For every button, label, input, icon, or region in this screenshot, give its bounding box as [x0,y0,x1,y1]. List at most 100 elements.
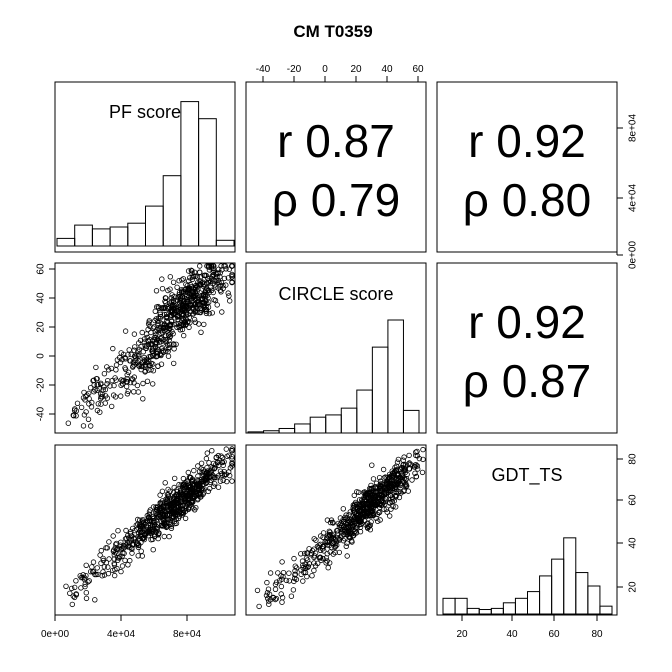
pf-circle-point [155,303,161,310]
pf-gdt-point [89,564,95,570]
pf-circle-point [188,303,194,309]
pf-gdt-point [100,555,106,562]
circle-gdt-point [291,555,297,562]
pf-circle-point [86,396,92,402]
circle-gdt-point [367,513,373,519]
pf-circle-point [192,296,199,302]
pf-gdt-point [73,578,79,584]
pf-circle-point [148,353,154,359]
circle-hist-bar-2 [278,427,296,434]
circle-gdt-point [311,536,317,542]
pf-circle-point [163,311,170,317]
pf-gdt-point [195,463,201,469]
pf-circle-point [143,331,150,337]
circle-gdt-point [383,481,389,487]
pf-gdt-point [168,520,174,526]
pf-circle-point [175,321,182,327]
pf-gdt-point [109,567,116,574]
circle-gdt-point [355,513,361,519]
pf-gdt-point [94,565,100,571]
circle-gdt-point [279,594,286,601]
pf-circle-point [179,277,185,283]
pf-gdt-point [206,470,212,476]
circle-gdt-point [328,536,334,542]
circle-gdt-point [401,475,407,481]
circle-gdt-point [368,519,374,525]
pf-gdt-point [92,597,98,603]
pf-circle-point [80,395,87,401]
pf-circle-point [123,383,130,390]
pf-gdt-point [209,465,216,471]
circle-gdt-point [387,513,393,519]
pf-circle-point [197,269,203,276]
pf-circle-point [202,272,208,278]
pf-circle-point [167,309,173,315]
pf-circle-point [212,282,218,288]
pf-gdt-point [70,593,76,599]
pf-circle-point [152,332,159,338]
bottom-pf-axis-tick-label: 0e+00 [41,629,70,640]
pf-gdt-point [186,486,192,493]
pf-gdt-point [168,523,175,529]
pf-gdt-point [147,507,153,513]
pf-circle-point [161,321,168,327]
pf-circle-point [226,293,232,299]
pf-circle-point [167,274,173,280]
pf-circle-point [85,390,92,397]
circle-gdt-point [397,480,403,487]
circle-gdt-point [300,562,306,568]
pf-circle-point [74,400,81,406]
pf-gdt-point [164,495,170,501]
circle-gdt-point [370,476,377,482]
pf-gdt-point [100,569,106,575]
pf-gdt-point [204,479,210,485]
pf-circle-point [129,376,135,382]
pf-gdt-point [122,557,128,564]
pf-circle-point [215,270,221,277]
scatter-pf-vs-gdt [63,446,235,608]
pf-circle-point [209,310,215,316]
circle-gdt-point [386,482,392,488]
pf-gdt-point [166,498,172,505]
pf-circle-point [174,284,180,290]
circle-gdt-point [401,454,407,460]
circle-gdt-point [279,599,285,605]
pf-circle-point [162,305,168,311]
pf-circle-point [191,293,197,300]
pf-gdt-point [195,496,201,502]
pf-gdt-point [115,557,121,563]
pf-circle-point [101,384,107,390]
pf-circle-point [145,321,152,327]
circle-gdt-point [263,592,270,599]
pf-circle-point [125,369,132,375]
pf-gdt-point [198,460,205,466]
pf-gdt-point [160,517,167,524]
circle-gdt-point [392,486,398,492]
pf-circle-point [209,273,215,280]
circle-score-histogram [247,319,420,434]
circle-gdt-point [320,530,327,536]
pf-circle-point [223,282,229,288]
pf-gdt-point [110,533,116,539]
pf-gdt-point [174,500,180,506]
pf-circle-point [102,393,109,399]
pf-circle-point [112,394,119,400]
pf-gdt-point [226,472,233,479]
pf-gdt-point [139,553,145,559]
pf-circle-point [225,275,231,281]
pf-circle-point [113,367,119,373]
pf-circle-point [167,333,174,340]
pf-circle-point [87,385,94,391]
circle-gdt-point [413,474,419,480]
pf-circle-point [85,416,92,422]
circle-gdt-point [352,528,359,534]
pf-gdt-point [119,563,126,569]
pf-circle-point [205,287,212,294]
pf-circle-point [70,413,77,419]
circle-gdt-point [395,472,401,478]
pf-circle-point [163,314,169,321]
right-gdt-axis-tick-label: 60 [628,494,639,506]
pf-gdt-point [197,482,203,488]
circle-gdt-point [339,533,345,539]
